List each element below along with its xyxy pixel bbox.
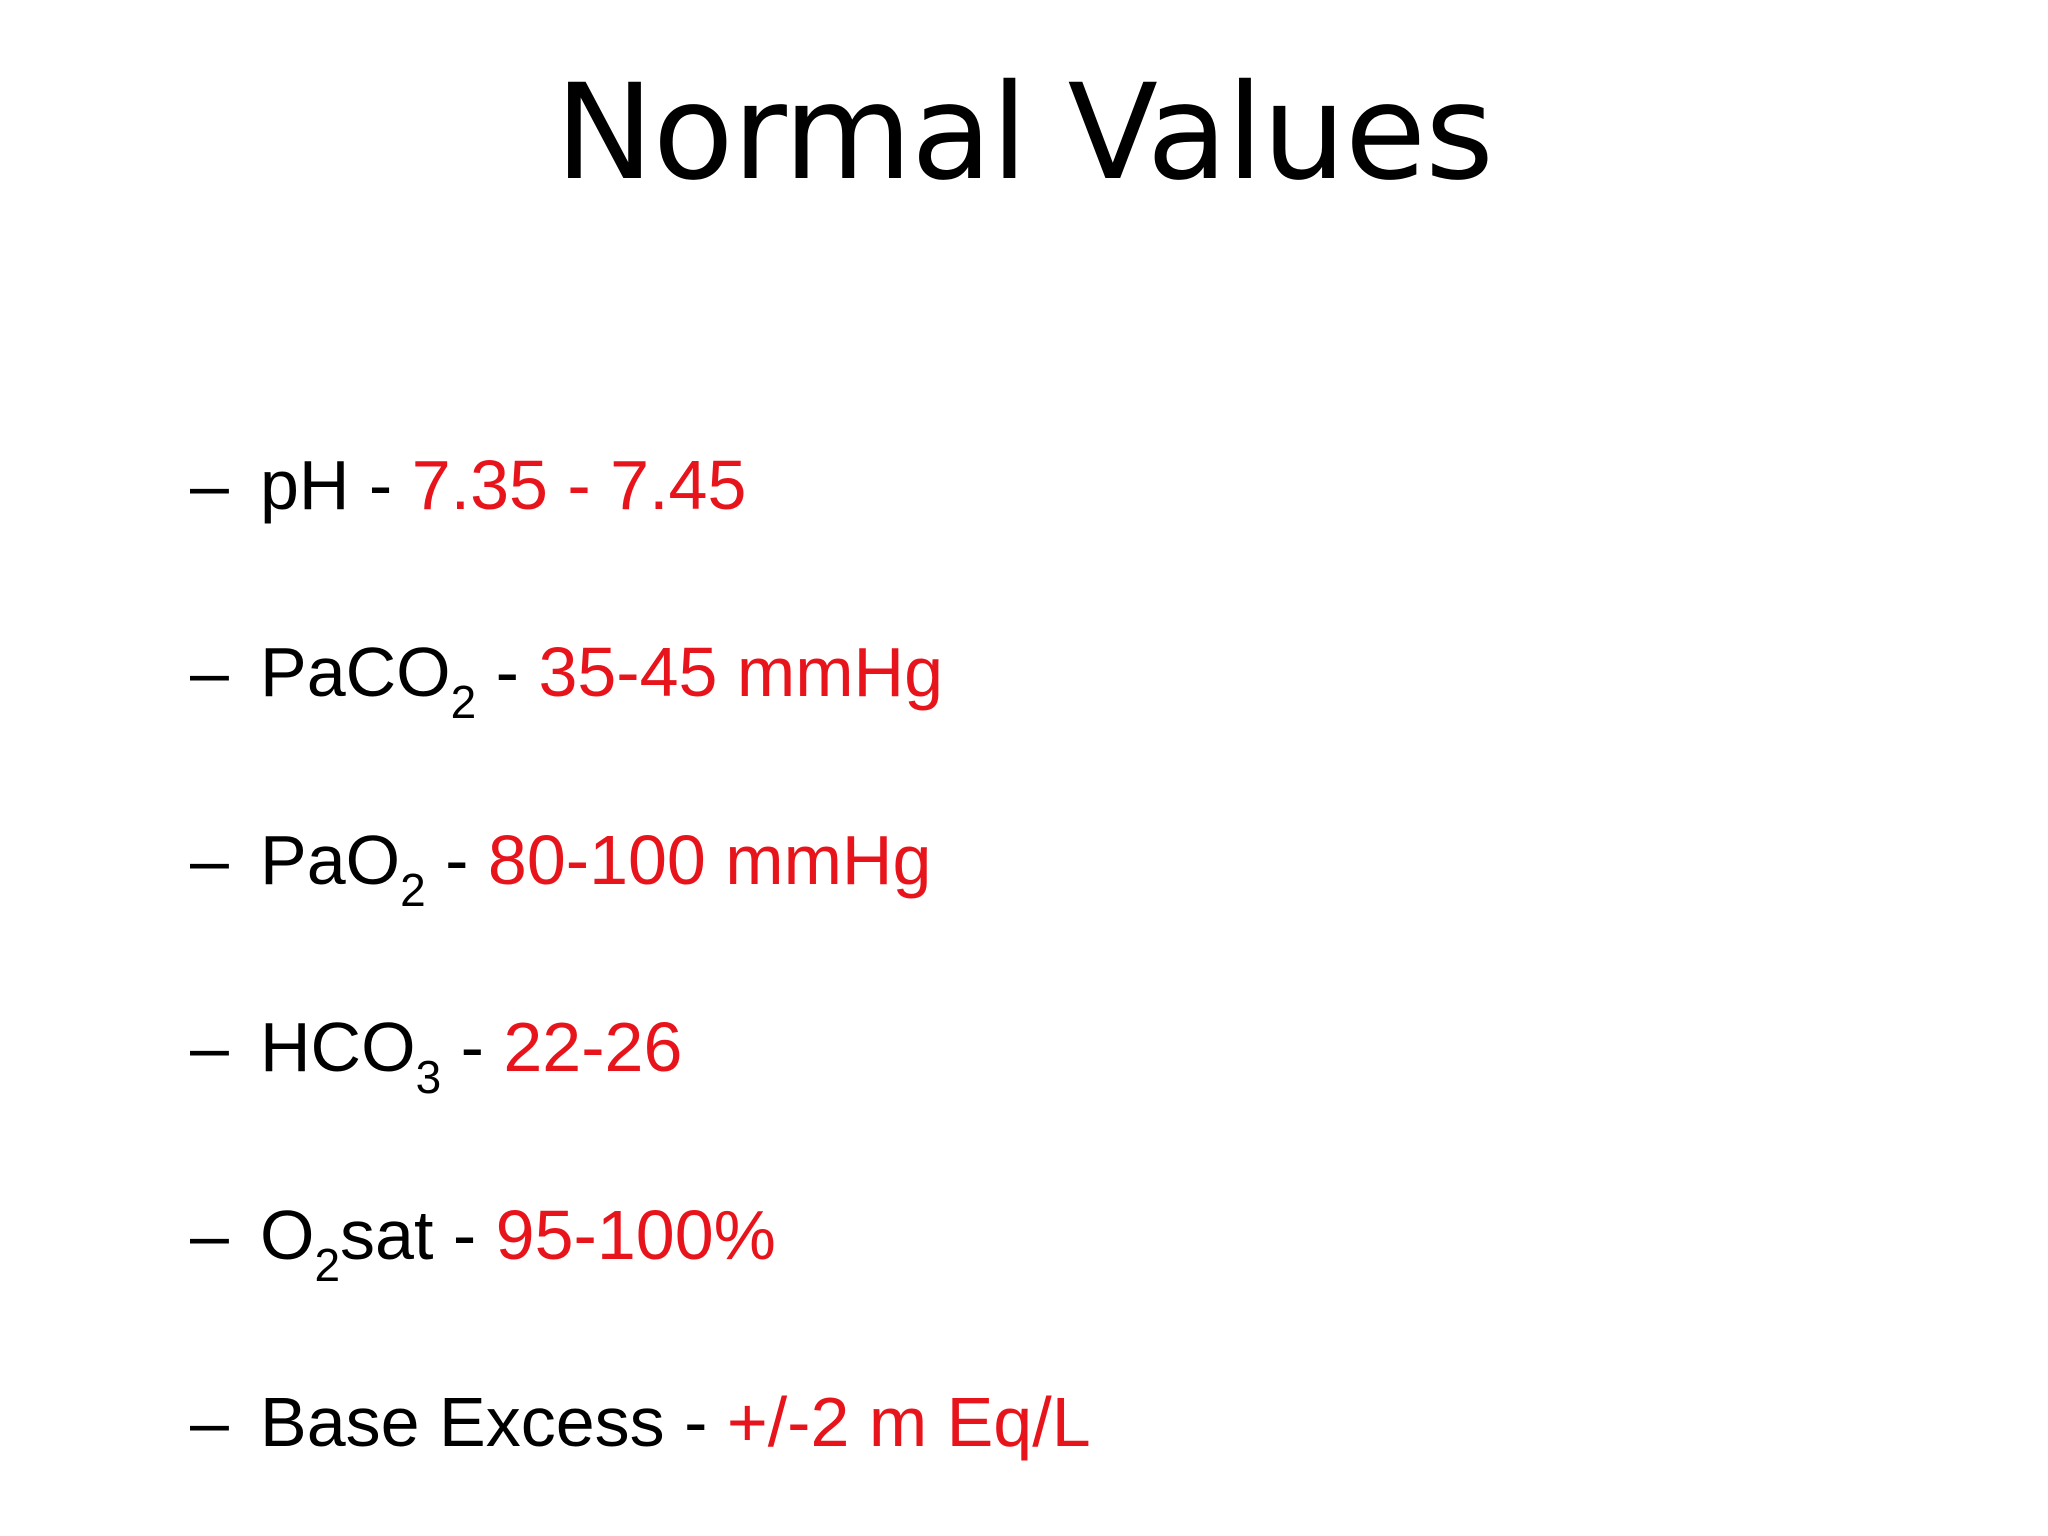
item-text: PaO2 - 80-100 mmHg (260, 810, 932, 913)
item-subscript: 2 (314, 1239, 341, 1291)
item-text: O2sat - 95-100% (260, 1185, 776, 1288)
item-label: pH (260, 446, 350, 524)
item-separator: - (664, 1383, 727, 1461)
item-value: 7.35 - 7.45 (411, 446, 747, 524)
bullet-dash: – (190, 1383, 229, 1461)
item-subscript: 2 (450, 676, 477, 728)
slide-title: Normal Values (555, 56, 1494, 210)
bullet-list: – pH - 7.35 - 7.45 – PaCO2 - 35-45 mmHg … (190, 0, 1690, 1536)
item-text: pH - 7.35 - 7.45 (260, 435, 746, 535)
bullet-dash: – (190, 1196, 229, 1274)
item-separator: - (476, 633, 539, 711)
item-separator: - (433, 1196, 496, 1274)
item-label: PaCO (260, 633, 451, 711)
item-text: Base Excess - +/-2 m Eq/L (260, 1372, 1091, 1472)
item-separator: - (441, 1008, 504, 1086)
bullet-dash: – (190, 1008, 229, 1086)
item-label: HCO (260, 1008, 416, 1086)
item-label: PaO (260, 821, 401, 899)
item-value: 22-26 (503, 1008, 683, 1086)
item-subscript: 2 (400, 864, 426, 916)
item-value: 80-100 mmHg (487, 821, 932, 899)
item-separator: - (425, 821, 488, 899)
item-text: HCO3 - 22-26 (260, 997, 683, 1100)
item-label: O (260, 1196, 315, 1274)
item-subscript: 3 (415, 1051, 442, 1103)
item-text: PaCO2 - 35-45 mmHg (260, 622, 944, 725)
item-value: 35-45 mmHg (538, 633, 944, 711)
bullet-dash: – (190, 446, 229, 524)
item-label: Base Excess (260, 1383, 665, 1461)
item-separator: - (349, 446, 412, 524)
item-value: 95-100% (495, 1196, 776, 1274)
bullet-dash: – (190, 633, 229, 711)
item-suffix: sat (340, 1196, 434, 1274)
item-value: +/-2 m Eq/L (726, 1383, 1091, 1461)
bullet-dash: – (190, 821, 229, 899)
